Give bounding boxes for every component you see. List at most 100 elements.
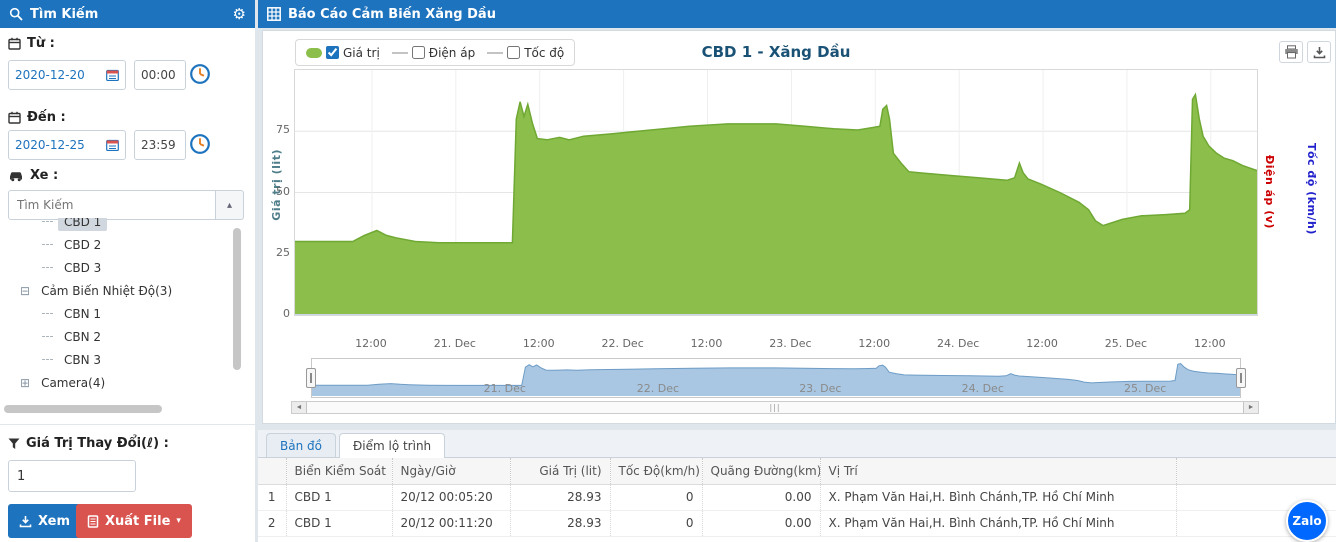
to-time-input[interactable]: 23:59: [134, 130, 186, 160]
tree-item-label: Cảm Biến Nhiệt Độ(3): [41, 283, 173, 298]
calendar-icon: [8, 37, 21, 50]
scrollbar-thumb[interactable]: |||: [306, 402, 1244, 413]
table-cell: 0: [610, 484, 703, 511]
table-cell: 2: [258, 510, 287, 537]
tree-item-cbd-2[interactable]: CBD 2: [0, 233, 232, 256]
file-icon: [87, 514, 99, 528]
tree-connector: [42, 359, 53, 360]
table-cell: 20/12 00:05:20: [392, 484, 511, 511]
table-cell: 0.00: [702, 484, 821, 511]
fuel-area-chart: [295, 70, 1257, 315]
tab-map[interactable]: Bản đồ: [266, 433, 336, 457]
x-axis-tick: 25. Dec: [1104, 337, 1148, 350]
navigator-mini-chart: [312, 363, 1240, 396]
download-chart-button[interactable]: [1307, 41, 1331, 63]
calendar-icon: [8, 111, 21, 124]
tree-item-camera-4-[interactable]: ⊞ Camera(4): [0, 371, 232, 394]
x-axis-tick: 24. Dec: [937, 337, 980, 350]
sidebar-divider: [0, 424, 255, 425]
legend-item-2[interactable]: Tốc độ: [487, 46, 564, 60]
download-icon: [1313, 46, 1325, 58]
tree-item-label: CBD 1: [58, 218, 108, 231]
sidebar-header: Tìm Kiếm ⚙: [0, 0, 255, 28]
x-axis-tick: 12:00: [1193, 337, 1226, 350]
column-header[interactable]: Quãng Đường(km): [702, 458, 821, 485]
table-row[interactable]: 1 CBD 1 20/12 00:05:20 28.93 0 0.00 X. Phạm Vă…: [258, 484, 1336, 511]
chart-horizontal-scrollbar[interactable]: ◄ ||| ►: [291, 401, 1259, 414]
tree-connector: [42, 336, 53, 337]
legend-item-0[interactable]: Giá trị: [306, 46, 380, 60]
expand-icon[interactable]: ⊞: [20, 375, 31, 390]
column-header[interactable]: Biển Kiểm Soát: [286, 458, 393, 485]
clock-icon: [190, 64, 210, 84]
column-header[interactable]: Ngày/Giờ: [392, 458, 511, 485]
column-header[interactable]: [258, 458, 287, 485]
calendar-picker-icon[interactable]: [106, 139, 119, 151]
caret-down-icon: ▾: [176, 516, 181, 526]
navigator-left-handle[interactable]: [306, 368, 316, 388]
tree-item-cbn-3[interactable]: CBN 3: [0, 348, 232, 371]
to-date-input[interactable]: 2020-12-25: [8, 130, 126, 160]
export-file-button[interactable]: Xuất File ▾: [76, 504, 192, 538]
table-cell: CBD 1: [286, 484, 393, 511]
report-table-icon: [267, 7, 281, 21]
scroll-left-button[interactable]: ◄: [292, 402, 306, 413]
table-cell: 0: [610, 510, 703, 537]
tree-connector: [42, 244, 53, 245]
x-axis-tick: 23. Dec: [769, 337, 812, 350]
legend-item-1[interactable]: Điện áp: [391, 46, 475, 60]
chart-navigator[interactable]: 21. Dec 22. Dec 23. Dec 24. Dec 25. Dec: [311, 358, 1241, 398]
print-chart-button[interactable]: [1279, 41, 1303, 63]
tab-route-points[interactable]: Điểm lộ trình: [338, 433, 446, 458]
tree-connector: [42, 267, 53, 268]
from-date-input[interactable]: 2020-12-20: [8, 60, 126, 90]
value-change-input[interactable]: [8, 460, 136, 492]
x-axis-tick: 12:00: [355, 337, 387, 350]
tree-connector: [42, 221, 53, 222]
view-button[interactable]: Xem: [8, 504, 82, 538]
car-icon: [10, 171, 22, 181]
legend-checkbox[interactable]: [411, 46, 425, 59]
series-swatch: [306, 47, 322, 58]
page-title: Báo Cáo Cảm Biến Xăng Dầu: [288, 6, 496, 22]
tree-vertical-scrollbar[interactable]: [233, 228, 241, 370]
column-header[interactable]: Tốc Độ(km/h): [610, 458, 703, 485]
legend-checkbox[interactable]: [507, 46, 521, 59]
table-row[interactable]: 2 CBD 1 20/12 00:11:20 28.93 0 0.00 X. Phạm Vă…: [258, 510, 1336, 537]
zalo-chat-button[interactable]: Zalo: [1286, 500, 1328, 542]
x-axis-tick: 21. Dec: [433, 337, 476, 350]
calendar-picker-icon[interactable]: [106, 69, 119, 81]
from-label: Từ :: [8, 36, 55, 51]
gear-icon[interactable]: ⚙: [232, 4, 246, 23]
tree-horizontal-scrollbar[interactable]: [4, 405, 162, 413]
route-points-table: Biển Kiểm Soát Ngày/Giờ Giá Trị (lit) Tốc Đ…: [258, 458, 1336, 537]
from-time-clock-button[interactable]: [188, 63, 212, 87]
x-axis-tick: 12:00: [858, 337, 891, 350]
tree-item-cbn-1[interactable]: CBN 1: [0, 302, 232, 325]
vehicle-tree: CBD 1 CBD 2 CBD 3 ⊟ Cảm Biến Nhiệt Độ(3) CBN …: [0, 218, 232, 408]
chart-title: CBD 1 - Xăng Dầu: [701, 43, 851, 61]
column-header[interactable]: Vị Trí: [820, 458, 1177, 485]
chart-plot-area[interactable]: [294, 69, 1258, 316]
sidebar-title: Tìm Kiếm: [30, 6, 99, 22]
column-header[interactable]: Giá Trị (lit): [510, 458, 611, 485]
to-time-clock-button[interactable]: [188, 133, 212, 157]
tree-item-cbd-1[interactable]: CBD 1: [0, 218, 232, 233]
table-cell: 28.93: [510, 484, 611, 511]
tab-strip: Bản đồ Điểm lộ trình: [258, 430, 1336, 458]
tree-item-cbd-3[interactable]: CBD 3: [0, 256, 232, 279]
navigator-label: 25. Dec: [1124, 382, 1167, 395]
vehicle-dropdown-button[interactable]: ▴: [216, 190, 244, 220]
navigator-right-handle[interactable]: [1236, 368, 1246, 388]
from-time-input[interactable]: 00:00: [134, 60, 186, 90]
legend-label: Giá trị: [343, 45, 380, 60]
column-header[interactable]: [1176, 458, 1336, 485]
collapse-icon[interactable]: ⊟: [20, 283, 31, 298]
vehicle-search-input[interactable]: [8, 190, 216, 220]
tree-item-c-m-bi-n-nhi-t-3-[interactable]: ⊟ Cảm Biến Nhiệt Độ(3): [0, 279, 232, 302]
legend-checkbox[interactable]: [326, 46, 339, 59]
table-cell: 28.93: [510, 510, 611, 537]
y-axis-title-speed: Tốc độ (km/h): [1305, 143, 1318, 235]
scroll-right-button[interactable]: ►: [1244, 402, 1258, 413]
tree-item-cbn-2[interactable]: CBN 2: [0, 325, 232, 348]
